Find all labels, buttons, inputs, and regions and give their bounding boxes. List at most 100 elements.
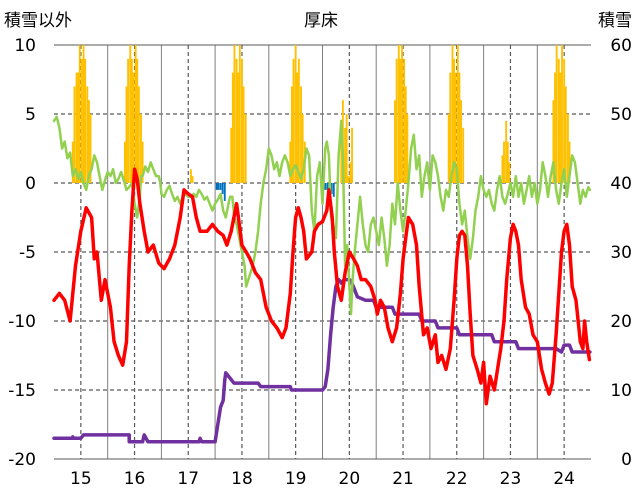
orange-bar [453, 58, 456, 183]
orange-bar [189, 169, 192, 183]
left-y-tick-label: -5 [19, 243, 36, 263]
orange-bar [563, 58, 566, 183]
orange-bar [447, 114, 450, 183]
blue-bar [324, 183, 327, 190]
orange-bar [294, 45, 297, 183]
orange-bar [454, 72, 457, 183]
orange-bar [394, 100, 396, 183]
right-y-tick-label: 60 [610, 36, 632, 56]
x-tick-label: 17 [177, 469, 199, 489]
right-y-tick-label: 0 [621, 450, 632, 470]
orange-bar [89, 114, 92, 183]
orange-bar [397, 45, 400, 183]
orange-bar [395, 58, 398, 183]
chart-title: 厚床 [304, 11, 338, 31]
orange-bar [130, 58, 133, 183]
orange-bar [231, 72, 234, 183]
orange-bar [351, 127, 353, 183]
orange-bar [399, 58, 402, 183]
left-y-tick-label: -15 [8, 381, 36, 401]
orange-bar [349, 162, 352, 183]
orange-bar [132, 72, 135, 183]
orange-bar [292, 58, 295, 183]
x-tick-label: 24 [553, 469, 575, 489]
orange-bar [87, 100, 90, 183]
blue-bar [219, 183, 222, 190]
x-tick-label: 20 [339, 469, 361, 489]
orange-bar [129, 45, 132, 183]
orange-bar [80, 58, 83, 183]
left-y-ticks: 10 5 0 -5 -10 -15 -20 [8, 36, 36, 470]
left-axis-label: 積雪以外 [4, 11, 72, 31]
orange-bar [241, 58, 243, 183]
orange-bar [561, 45, 563, 183]
orange-bar [233, 45, 236, 183]
orange-bar [134, 45, 137, 183]
left-y-tick-label: 10 [14, 36, 36, 56]
orange-bar [296, 72, 299, 183]
left-y-tick-label: 5 [25, 105, 36, 125]
blue-bars [215, 183, 335, 201]
left-y-tick-label: 0 [25, 174, 36, 194]
orange-bar [77, 72, 80, 183]
orange-bar [462, 127, 465, 183]
orange-bar [559, 72, 562, 183]
line-green-line [52, 115, 592, 316]
orange-bar [451, 45, 454, 183]
orange-bars [71, 45, 571, 183]
orange-bar [137, 86, 140, 183]
orange-bar [297, 58, 300, 183]
right-y-ticks: 60 50 40 30 20 10 0 [610, 36, 632, 470]
left-y-tick-label: -10 [8, 312, 36, 332]
orange-bar [141, 141, 144, 183]
orange-bar [78, 45, 81, 183]
orange-bar [242, 86, 245, 183]
orange-bar [125, 86, 128, 183]
orange-bar [456, 45, 459, 183]
orange-bar [191, 176, 194, 183]
x-tick-label: 22 [446, 469, 468, 489]
x-tick-label: 16 [124, 469, 146, 489]
right-axis-label: 積雪 [598, 11, 632, 31]
orange-bar [345, 114, 348, 183]
x-tick-label: 19 [285, 469, 307, 489]
orange-bar [505, 120, 508, 183]
orange-bar [401, 45, 403, 183]
blue-bar [221, 183, 224, 195]
blue-bar [332, 183, 335, 197]
orange-bar [82, 45, 85, 183]
orange-bar [230, 127, 233, 183]
orange-bar [508, 162, 511, 183]
orange-bar [235, 58, 238, 183]
orange-bar [404, 86, 407, 183]
x-tick-label: 21 [392, 469, 414, 489]
orange-bar [86, 86, 89, 183]
left-y-tick-label: -20 [8, 450, 36, 470]
orange-bar [458, 72, 461, 183]
x-ticks: 15 16 17 18 19 20 21 22 23 24 [70, 469, 575, 489]
orange-bar [238, 45, 241, 183]
x-tick-label: 18 [231, 469, 253, 489]
orange-bar [300, 86, 302, 183]
snow-depth-line [52, 277, 592, 444]
orange-bar [84, 58, 87, 183]
orange-bar [123, 141, 126, 183]
orange-bar [136, 58, 139, 183]
orange-bar [503, 141, 505, 183]
orange-bar [566, 114, 569, 183]
right-y-tick-label: 30 [610, 243, 632, 263]
blue-bar [330, 183, 333, 195]
orange-bar [244, 114, 247, 183]
orange-bar [73, 86, 76, 183]
series-lines [52, 115, 592, 444]
orange-bar [554, 72, 556, 183]
right-y-tick-label: 20 [610, 312, 632, 332]
orange-bar [75, 72, 78, 183]
orange-bar [557, 58, 560, 183]
orange-bar [552, 100, 555, 183]
orange-bar [460, 100, 462, 183]
blue-bar [326, 183, 329, 190]
orange-bar [237, 72, 240, 183]
temperature-line [52, 167, 592, 406]
